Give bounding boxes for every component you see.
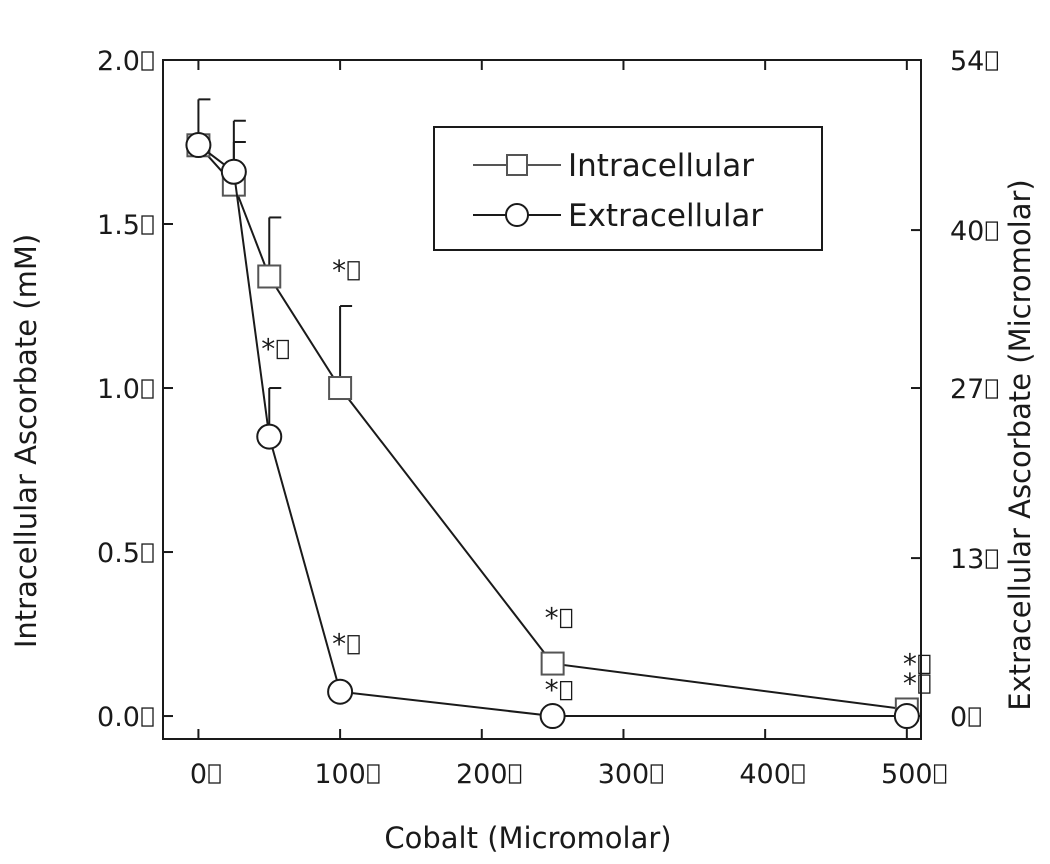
x-tick-glyph-500 [933,764,947,784]
significance-star-6: * [903,667,917,700]
point-extracellular-50 [256,423,283,450]
y-right-tick-glyph-0 [968,707,981,727]
significance-star-1: * [261,332,275,365]
point-intracellular-50 [257,264,282,289]
legend-box [433,126,823,251]
axis-ticks [163,59,921,739]
significance-star-glyph-1 [276,339,289,360]
x-tick-label-300: 300 [598,759,650,790]
x-tick-glyph-100 [367,764,380,784]
y-right-tick-label-40: 40 [950,216,984,247]
plot-frame [162,59,922,740]
y-right-tick-glyph-54 [985,51,999,71]
x-tick-label-200: 200 [456,759,508,790]
y-left-tick-label-0.5: 0.5 [97,538,140,569]
y-left-tick-glyph-0.5 [141,543,154,563]
y-axis-title-left: Intracellular Ascorbate (mM) [9,234,43,648]
x-tick-glyph-300 [650,764,663,784]
annotation-layer: ******* [261,254,931,707]
significance-star-4: * [545,674,559,707]
point-intracellular-250 [540,651,565,676]
point-intracellular-100 [328,376,353,401]
x-tick-label-400: 400 [739,759,791,790]
y-left-tick-glyph-1.0 [141,379,154,399]
x-tick-glyph-200 [508,764,522,784]
legend: Intracellular Extracellular [433,126,823,251]
significance-star-glyph-3 [559,608,573,629]
y-left-tick-glyph-1.5 [141,215,154,235]
significance-star-5: * [903,647,917,680]
significance-star-glyph-4 [559,680,573,701]
significance-star-0: * [332,254,346,287]
legend-marker-intracellular [506,154,528,176]
y-left-tick-label-1.5: 1.5 [97,210,140,241]
y-left-tick-label-0.0: 0.0 [97,702,140,733]
significance-star-3: * [545,601,559,634]
y-left-tick-glyph-0.0 [141,707,154,727]
point-extracellular-100 [327,678,354,705]
significance-star-glyph-2 [347,635,360,655]
point-extracellular-25 [220,158,247,185]
significance-star-glyph-5 [918,654,931,675]
point-extracellular-500 [893,703,920,730]
tick-labels: 0 100 200 300 400 500 0.0 0.5 1.0 1.5 2.0 0 13 27 40 54 [97,46,999,790]
x-tick-glyph-0 [208,764,221,784]
y-left-tick-label-2.0: 2.0 [97,46,140,77]
y-left-tick-glyph-2.0 [141,51,154,71]
x-axis-title: Cobalt (Micromolar) [384,821,671,855]
legend-label-intracellular: Intracellular [568,148,754,184]
x-tick-label-100: 100 [314,759,366,790]
x-tick-label-0: 0 [190,759,207,790]
point-extracellular-250 [539,703,566,730]
y-right-tick-glyph-27 [985,379,999,399]
significance-star-glyph-6 [918,674,931,694]
y-right-tick-label-13: 13 [950,544,984,575]
point-extracellular-0 [185,132,212,159]
series-layer [185,98,920,730]
y-right-tick-label-27: 27 [950,374,984,405]
significance-star-2: * [332,628,346,661]
significance-star-glyph-0 [347,261,360,281]
legend-marker-extracellular [505,203,529,227]
y-left-tick-label-1.0: 1.0 [97,374,140,405]
y-right-tick-glyph-40 [985,221,999,241]
x-tick-label-500: 500 [881,759,933,790]
x-tick-glyph-400 [792,764,805,784]
y-right-tick-label-0: 0 [950,702,967,733]
y-right-tick-label-54: 54 [950,46,984,77]
legend-label-extracellular: Extracellular [568,198,763,234]
y-axis-title-right: Extracellular Ascorbate (Micromolar) [1003,179,1037,710]
y-right-tick-glyph-13 [985,549,999,569]
